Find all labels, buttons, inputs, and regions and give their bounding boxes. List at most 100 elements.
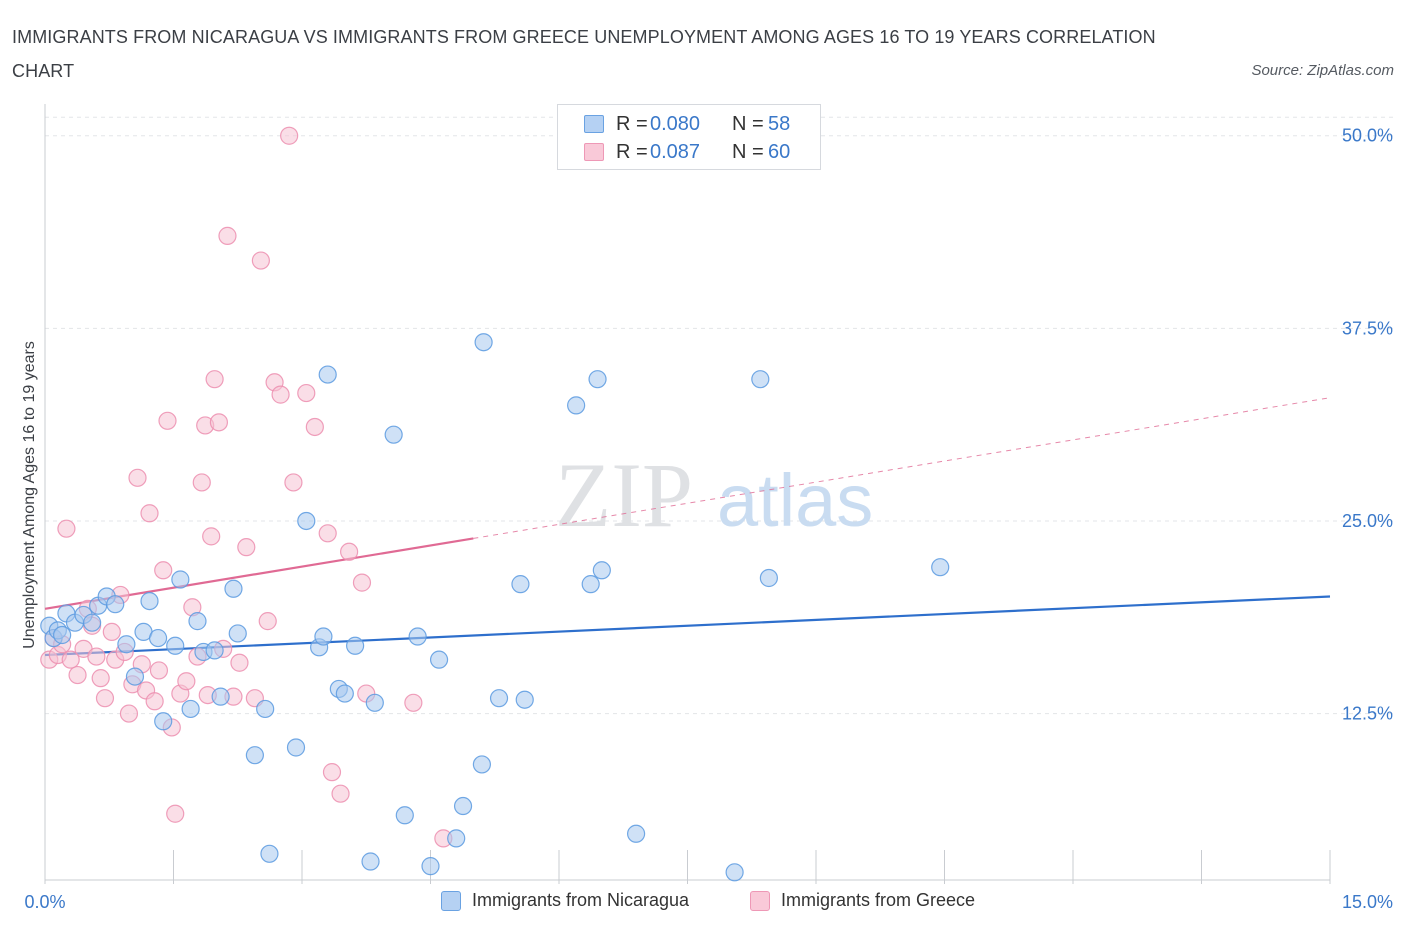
nicaragua-point [53,625,72,645]
legend-n-label: N = [732,112,764,135]
y-tick-label: 37.5% [1342,318,1393,338]
nicaragua-point [453,796,473,816]
legend-n-value: 58 [768,112,791,135]
nicaragua-point [166,636,185,655]
nicaragua-point [588,370,607,389]
x-tick-label-max: 15.0% [1342,892,1393,912]
nicaragua-point [626,824,646,843]
nicaragua-point [581,575,600,594]
nicaragua-point [297,511,316,531]
nicaragua-point [205,641,224,660]
greece-point [61,650,80,669]
nicaragua-point [365,693,384,712]
nicaragua-point [286,738,306,757]
legend-n-label: N = [732,140,764,163]
nicaragua-point [751,370,770,389]
legend-row-nicaragua: R = 0.080 N = 58 [584,111,790,137]
nicaragua-point [318,365,337,384]
nicaragua-point [154,712,173,731]
greece-point [322,763,342,782]
nicaragua-point [211,687,230,706]
nicaragua-point [592,561,611,580]
greece-point [280,126,299,145]
greece-point [340,542,359,561]
greece-point [271,385,290,404]
greece-point [177,672,196,691]
nicaragua-point [725,863,744,882]
y-tick-label: 25.0% [1342,511,1393,531]
nicaragua-point [260,844,279,863]
greece-point [158,411,177,430]
greece-point [149,661,169,680]
nicaragua-point [188,612,207,631]
greece-point [331,784,350,803]
nicaragua-point [395,806,414,825]
legend-swatch-nicaragua [584,115,604,133]
greece-point [352,573,372,592]
greece-point [305,417,324,437]
greece-point [145,692,164,711]
nicaragua-point [408,627,427,646]
greece-point [209,413,229,432]
nicaragua-point [346,636,365,655]
greece-point [205,370,224,389]
greece-point [102,622,121,642]
legend-label-nicaragua: Immigrants from Nicaragua [472,890,690,910]
nicaragua-point [759,568,778,588]
nicaragua-point [256,699,275,719]
legend-row-greece: R = 0.087 N = 60 [584,139,790,165]
greece-point [258,612,277,631]
y-tick-label: 50.0% [1342,126,1393,146]
legend-r-value: 0.080 [650,112,701,135]
greece-point [318,524,337,543]
watermark-zip: ZIP [555,444,693,546]
y-tick-label: 12.5% [1342,704,1393,724]
greece-point [57,519,76,538]
nicaragua-point [384,425,403,444]
legend-swatch-greece [750,890,770,911]
legend-swatch-nicaragua [441,890,461,911]
trend-line-greece-dashed [473,397,1331,539]
greece-point [119,704,139,723]
legend-label-greece: Immigrants from Greece [781,890,976,910]
series-legend: Immigrants from Nicaragua Immigrants fro… [0,888,1406,916]
nicaragua-point [140,591,159,611]
nicaragua-point [447,829,466,848]
greece-point [202,527,221,546]
nicaragua-point [224,579,243,598]
greece-point [91,669,110,688]
nicaragua-point [511,575,530,594]
greece-point [68,665,87,685]
nicaragua-point [106,595,125,614]
nicaragua-point [245,746,264,765]
legend-item-nicaragua: Immigrants from Nicaragua [441,890,689,911]
greece-point [237,538,256,557]
greece-point [166,804,185,823]
nicaragua-point [125,667,145,686]
greece-point [404,693,423,712]
tick-labels: 12.5% 25.0% 37.5% 50.0% 0.0% 15.0% [24,126,1393,912]
greece-point [218,226,237,245]
correlation-legend: R = 0.080 N = 58 R = 0.087 N = 60 [557,104,821,170]
nicaragua-point [181,699,200,719]
nicaragua-point [429,650,449,669]
nicaragua-point [171,570,190,589]
greece-point [128,468,147,487]
greece-point [297,383,316,403]
legend-r-value: 0.087 [650,140,701,163]
nicaragua-point [474,333,493,352]
greece-point [284,473,303,492]
nicaragua-point [83,613,102,632]
watermark-atlas: atlas [717,459,873,542]
legend-n-value: 60 [768,140,791,163]
x-tick-label-min: 0.0% [24,892,65,912]
greece-point [140,504,159,523]
greece-point [154,561,173,580]
legend-r-label: R = [616,140,648,163]
axes [44,104,1331,884]
source-label: Source: ZipAtlas.com [1251,62,1394,79]
y-axis-label: Unemployment Among Ages 16 to 19 years [21,341,38,649]
nicaragua-point [361,852,380,871]
trend-line-nicaragua [44,595,1331,657]
